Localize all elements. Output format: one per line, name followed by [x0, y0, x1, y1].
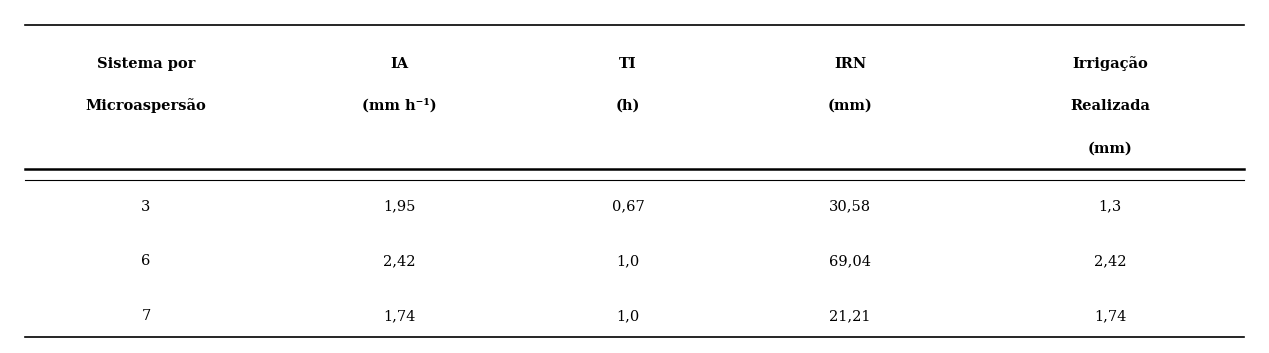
- Text: 0,67: 0,67: [612, 199, 645, 214]
- Text: 1,74: 1,74: [1094, 309, 1127, 323]
- Text: 1,74: 1,74: [383, 309, 416, 323]
- Text: Realizada: Realizada: [1071, 99, 1150, 113]
- Text: 30,58: 30,58: [829, 199, 872, 214]
- Text: 2,42: 2,42: [1094, 254, 1127, 268]
- Text: 21,21: 21,21: [830, 309, 871, 323]
- Text: 69,04: 69,04: [829, 254, 872, 268]
- Text: 1,0: 1,0: [617, 254, 640, 268]
- Text: Sistema por: Sistema por: [96, 56, 195, 71]
- Text: Irrigação: Irrigação: [1072, 56, 1148, 71]
- Text: 1,3: 1,3: [1099, 199, 1122, 214]
- Text: IRN: IRN: [834, 56, 867, 71]
- Text: 1,0: 1,0: [617, 309, 640, 323]
- Text: (h): (h): [615, 99, 641, 113]
- Text: 2,42: 2,42: [383, 254, 416, 268]
- Text: 6: 6: [141, 254, 151, 268]
- Text: 1,95: 1,95: [383, 199, 416, 214]
- Text: 7: 7: [141, 309, 151, 323]
- Text: (mm h⁻¹): (mm h⁻¹): [363, 99, 437, 113]
- Text: 3: 3: [141, 199, 151, 214]
- Text: TI: TI: [619, 56, 637, 71]
- Text: IA: IA: [391, 56, 409, 71]
- Text: (mm): (mm): [1088, 141, 1133, 155]
- Text: Microaspersão: Microaspersão: [85, 98, 207, 113]
- Text: (mm): (mm): [827, 99, 873, 113]
